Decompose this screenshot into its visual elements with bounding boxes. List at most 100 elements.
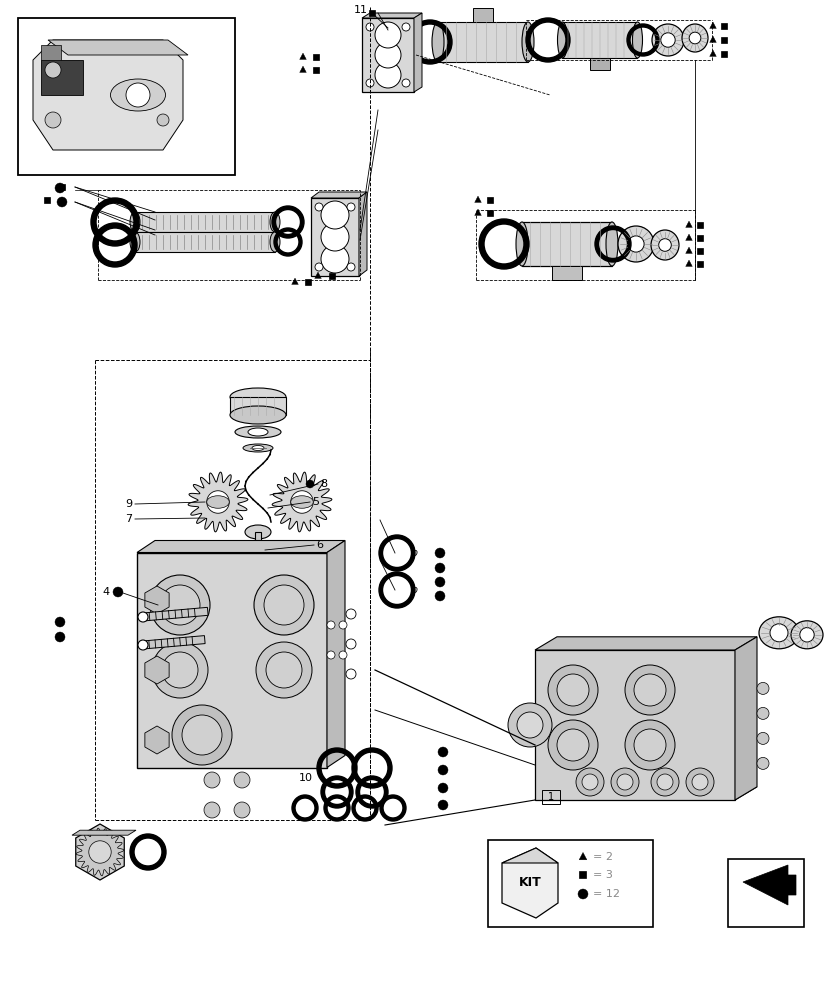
Circle shape <box>256 642 312 698</box>
Bar <box>230 397 285 415</box>
Bar <box>720 23 726 29</box>
Polygon shape <box>145 726 169 754</box>
Circle shape <box>434 591 444 601</box>
Circle shape <box>610 768 638 796</box>
Ellipse shape <box>242 444 273 452</box>
Bar <box>534 650 734 800</box>
Circle shape <box>402 79 409 87</box>
Circle shape <box>321 201 348 229</box>
Circle shape <box>264 585 304 625</box>
Bar <box>542 790 559 804</box>
Circle shape <box>769 624 787 642</box>
Circle shape <box>112 587 123 597</box>
Circle shape <box>633 729 665 761</box>
Bar <box>562 22 637 58</box>
Circle shape <box>577 889 587 899</box>
Ellipse shape <box>557 22 566 58</box>
Circle shape <box>162 652 198 688</box>
Circle shape <box>627 236 643 252</box>
Ellipse shape <box>521 22 533 62</box>
Circle shape <box>650 768 678 796</box>
Polygon shape <box>135 212 275 232</box>
Polygon shape <box>145 586 169 614</box>
Ellipse shape <box>758 617 798 649</box>
Text: = 2: = 2 <box>592 852 612 862</box>
Polygon shape <box>361 13 422 18</box>
Bar <box>552 266 581 280</box>
Circle shape <box>624 720 674 770</box>
Polygon shape <box>474 196 480 202</box>
Circle shape <box>327 621 335 629</box>
Bar <box>590 58 609 70</box>
Circle shape <box>434 563 444 573</box>
Polygon shape <box>136 540 345 552</box>
Polygon shape <box>578 852 586 860</box>
Circle shape <box>346 609 356 619</box>
Ellipse shape <box>130 232 140 252</box>
Ellipse shape <box>270 212 280 232</box>
Bar <box>727 859 803 927</box>
Circle shape <box>321 245 348 273</box>
Ellipse shape <box>130 212 140 232</box>
Ellipse shape <box>632 22 642 58</box>
Circle shape <box>508 703 552 747</box>
Bar <box>313 54 318 60</box>
Circle shape <box>314 263 323 271</box>
Polygon shape <box>327 540 345 768</box>
Ellipse shape <box>617 226 653 262</box>
Text: 10: 10 <box>299 773 313 783</box>
Circle shape <box>375 42 400 68</box>
Circle shape <box>265 652 302 688</box>
Circle shape <box>434 548 444 558</box>
Polygon shape <box>685 221 691 227</box>
Circle shape <box>557 729 588 761</box>
Polygon shape <box>299 53 306 59</box>
Circle shape <box>57 197 67 207</box>
Polygon shape <box>709 22 715 28</box>
Circle shape <box>691 774 707 790</box>
Circle shape <box>203 802 220 818</box>
Polygon shape <box>41 60 83 95</box>
Text: KIT: KIT <box>518 876 541 890</box>
Circle shape <box>516 712 543 738</box>
Bar <box>486 197 492 203</box>
Circle shape <box>557 674 588 706</box>
Ellipse shape <box>110 79 165 111</box>
Text: = 3: = 3 <box>592 870 612 880</box>
Ellipse shape <box>246 562 269 568</box>
Polygon shape <box>734 637 756 800</box>
Circle shape <box>347 263 355 271</box>
Bar <box>41 45 61 60</box>
Ellipse shape <box>235 426 280 438</box>
Ellipse shape <box>650 230 678 260</box>
Circle shape <box>203 772 220 788</box>
Circle shape <box>624 665 674 715</box>
Polygon shape <box>501 848 557 863</box>
Polygon shape <box>76 828 124 876</box>
Polygon shape <box>142 636 205 649</box>
Circle shape <box>547 665 597 715</box>
Circle shape <box>88 841 111 863</box>
Ellipse shape <box>230 406 285 424</box>
Polygon shape <box>359 192 366 276</box>
Bar <box>328 273 335 279</box>
Bar <box>304 279 311 285</box>
Circle shape <box>688 32 700 44</box>
Circle shape <box>660 33 674 47</box>
Circle shape <box>756 757 768 769</box>
Bar <box>696 261 702 267</box>
Circle shape <box>152 642 208 698</box>
Polygon shape <box>501 848 557 918</box>
Circle shape <box>150 575 210 635</box>
Polygon shape <box>299 66 306 72</box>
Circle shape <box>306 480 313 488</box>
Circle shape <box>290 491 313 513</box>
Polygon shape <box>135 232 275 252</box>
Ellipse shape <box>248 428 268 436</box>
Polygon shape <box>272 472 332 532</box>
Bar <box>437 22 528 62</box>
Circle shape <box>138 612 148 622</box>
Bar <box>369 10 375 16</box>
Bar <box>255 532 261 585</box>
Text: o: o <box>412 585 418 595</box>
